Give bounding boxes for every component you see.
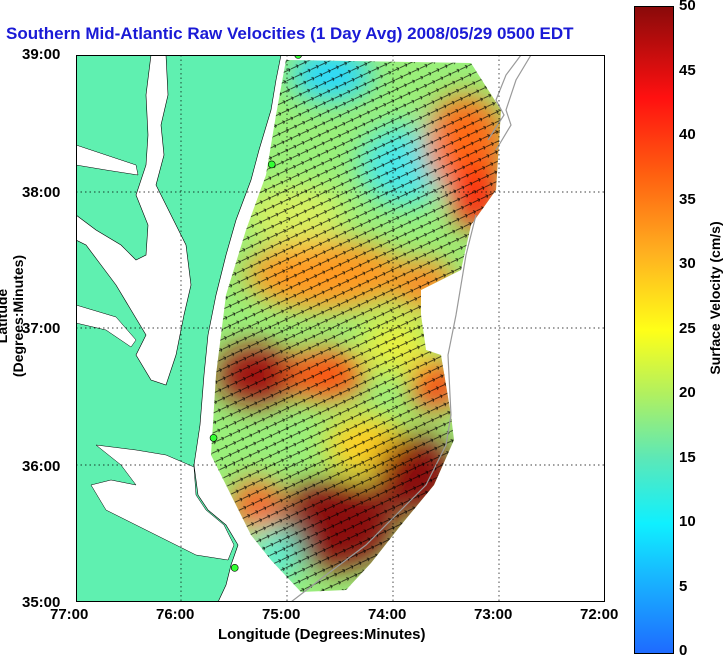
colorbar-tick: 30 (679, 255, 696, 272)
y-tick-label: 38:00 (22, 184, 61, 201)
station-4 (230, 564, 239, 572)
colorbar-tick: 35 (679, 191, 696, 208)
colorbar-tick: 40 (679, 126, 696, 143)
y-tick-label: 39:00 (22, 46, 61, 63)
y-tick-label: 35:00 (22, 594, 61, 611)
station-2 (267, 160, 276, 169)
plot-frame (76, 55, 605, 602)
colorbar-tick: 10 (679, 513, 696, 530)
chesapeake-bay (76, 55, 192, 386)
x-tick-label: 75:00 (262, 606, 301, 623)
x-tick-label: 77:00 (50, 606, 89, 623)
map-grid (76, 55, 605, 602)
station-3 (209, 434, 218, 442)
colorbar-tick: 20 (679, 384, 696, 401)
x-axis-label: Longitude (Degrees:Minutes) (218, 626, 426, 643)
colorbar-tick: 50 (679, 0, 696, 14)
x-tick-label: 72:00 (580, 606, 619, 623)
colorbar-tick: 45 (679, 62, 696, 79)
y-tick-label: 37:00 (22, 320, 61, 337)
colorbar-tick: 5 (679, 578, 688, 595)
colorbar-label: Surface Velocity (cm/s) (707, 221, 723, 375)
colorbar-tick: 15 (679, 449, 696, 466)
x-tick-label: 74:00 (368, 606, 407, 623)
colorbar (634, 6, 674, 654)
colorbar-tick: 25 (679, 320, 696, 337)
map-plot (76, 55, 605, 602)
colorbar-tick: 0 (679, 642, 688, 659)
map-canvas (76, 55, 605, 602)
y-axis-label: Latitude (Degrees:Minutes) (0, 254, 26, 378)
x-tick-label: 73:00 (474, 606, 513, 623)
map-title: Southern Mid-Atlantic Raw Velocities (1 … (6, 24, 574, 43)
x-tick-label: 76:00 (156, 606, 195, 623)
station-markers (209, 55, 302, 572)
y-tick-label: 36:00 (22, 458, 61, 475)
